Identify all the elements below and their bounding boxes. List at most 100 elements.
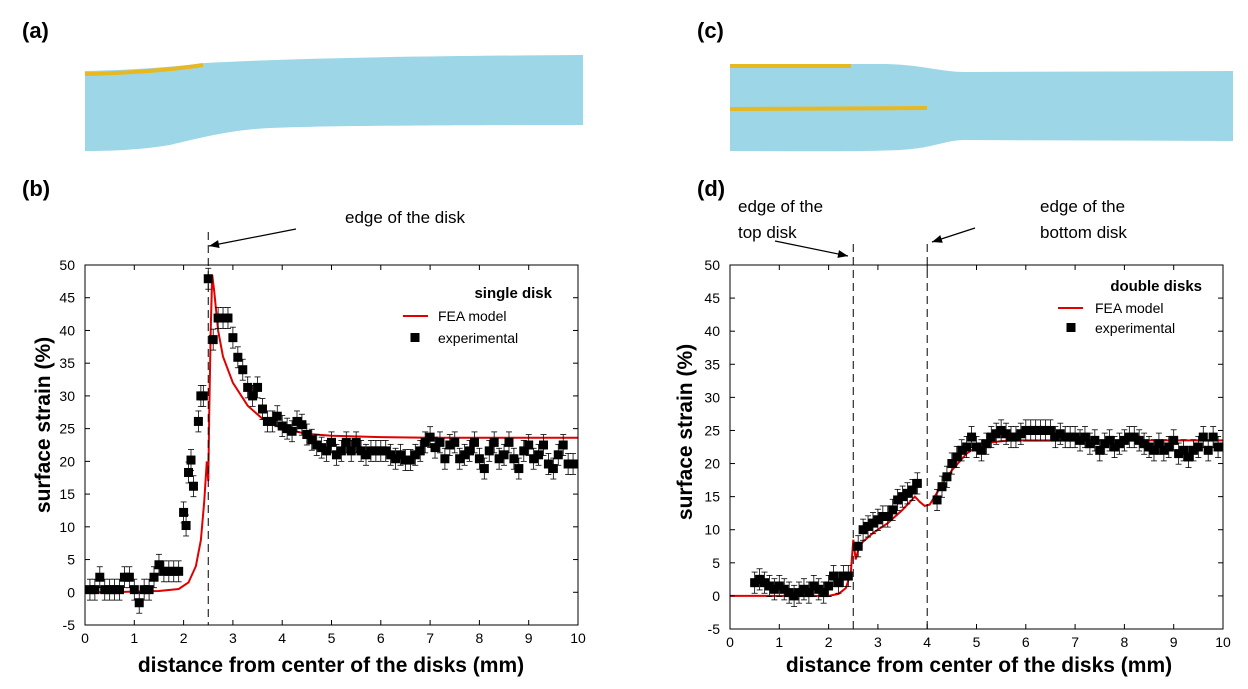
marker	[858, 525, 868, 535]
marker	[396, 450, 406, 460]
legend: single disk FEA model experimental	[403, 285, 553, 346]
data-point	[1144, 436, 1154, 458]
marker	[558, 440, 568, 450]
disk-top	[84, 63, 204, 76]
marker	[361, 450, 371, 460]
marker	[312, 440, 322, 450]
data-point	[391, 447, 401, 470]
data-point	[1100, 432, 1110, 455]
legend-entry: experimental	[438, 330, 518, 346]
x-axis-title: distance from center of the disks (mm)	[786, 654, 1172, 677]
marker	[942, 472, 952, 482]
data-point	[129, 578, 139, 601]
data-point	[420, 431, 430, 454]
data-point	[450, 431, 460, 454]
marker	[366, 446, 376, 456]
marker	[893, 495, 903, 505]
marker	[1001, 429, 1011, 439]
data-point	[1198, 426, 1208, 449]
x-tick-label: 5	[973, 634, 981, 650]
data-point	[494, 447, 504, 470]
data-point	[1070, 426, 1080, 449]
x-tick-label: 5	[328, 630, 336, 646]
marker	[1164, 442, 1174, 452]
x-tick-label: 9	[525, 630, 533, 646]
marker	[1026, 425, 1036, 435]
data-point	[361, 443, 371, 466]
marker	[833, 578, 843, 588]
marker	[750, 578, 760, 588]
marker	[1198, 432, 1208, 442]
y-axis-title: surface strain (%)	[32, 337, 55, 513]
data-point	[1114, 432, 1124, 455]
data-point	[893, 488, 903, 511]
marker	[124, 572, 134, 582]
marker	[228, 333, 238, 343]
marker	[819, 588, 829, 598]
marker	[85, 585, 95, 595]
x-tick-label: 2	[825, 634, 833, 650]
marker	[1006, 432, 1016, 442]
marker	[1213, 442, 1223, 452]
marker	[789, 591, 799, 601]
marker	[95, 572, 105, 582]
data-point	[784, 581, 794, 604]
marker	[499, 450, 509, 460]
data-point	[1055, 422, 1065, 445]
data-point	[1085, 432, 1095, 455]
marker	[1100, 439, 1110, 449]
x-tick-label: 4	[923, 634, 931, 650]
data-point	[317, 436, 327, 459]
data-point	[902, 482, 912, 505]
data-point	[873, 508, 883, 531]
marker	[282, 424, 292, 434]
marker	[129, 585, 139, 595]
marker	[1036, 425, 1046, 435]
marker	[257, 404, 267, 414]
data-point	[90, 578, 100, 601]
marker	[469, 437, 479, 447]
data-point	[223, 307, 233, 329]
marker	[341, 437, 351, 447]
data-point	[282, 417, 292, 440]
y-tick-label: 30	[704, 389, 720, 405]
data-point	[95, 566, 105, 589]
data-point	[253, 376, 263, 399]
data-point	[312, 434, 322, 456]
marker	[514, 464, 524, 474]
marker	[873, 515, 883, 525]
annotation-arrowhead	[932, 235, 943, 243]
marker	[188, 481, 198, 491]
data-point	[853, 535, 863, 558]
marker	[962, 442, 972, 452]
marker	[1095, 445, 1105, 455]
data-point	[356, 440, 366, 462]
data-point	[769, 578, 779, 601]
annotation-arrowhead	[837, 250, 848, 258]
marker	[1050, 432, 1060, 442]
x-tick-label: 1	[775, 634, 783, 650]
data-point	[277, 415, 287, 437]
marker	[415, 446, 425, 456]
x-tick-label: 0	[81, 630, 89, 646]
marker	[90, 585, 100, 595]
marker	[519, 446, 529, 456]
y-tick-label: 50	[704, 257, 720, 273]
data-point	[863, 515, 873, 538]
marker	[1124, 432, 1134, 442]
x-tick-label: 7	[426, 630, 434, 646]
marker	[1159, 445, 1169, 455]
x-tick-label: 0	[726, 634, 734, 650]
data-point	[381, 440, 391, 462]
marker	[262, 416, 272, 426]
marker	[494, 454, 504, 464]
marker	[213, 313, 223, 323]
marker	[110, 585, 120, 595]
y-tick-label: 45	[704, 290, 720, 306]
x-axis-title: distance from center of the disks (mm)	[138, 654, 524, 677]
data-point	[445, 434, 455, 456]
data-point	[188, 475, 198, 498]
data-point	[519, 440, 529, 462]
marker	[253, 382, 263, 392]
